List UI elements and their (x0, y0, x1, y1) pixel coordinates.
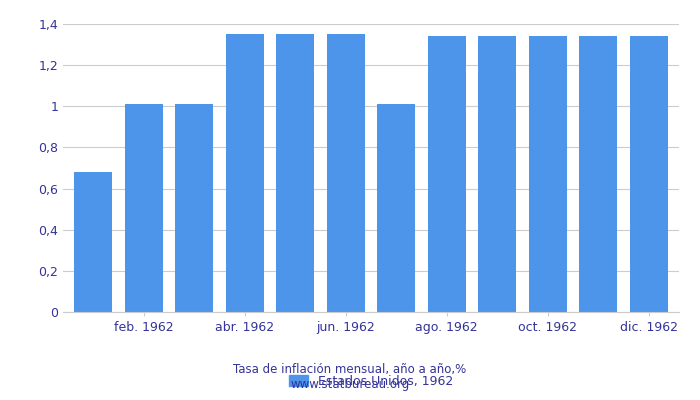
Bar (528, 36, 567, 312)
Bar (276, 34, 314, 312)
Text: www.statbureau.org: www.statbureau.org (290, 378, 410, 391)
Bar (428, 36, 466, 312)
Bar (226, 34, 264, 312)
Bar (580, 36, 617, 312)
Bar (125, 104, 162, 312)
Bar (175, 104, 214, 312)
Text: Tasa de inflación mensual, año a año,%: Tasa de inflación mensual, año a año,% (233, 364, 467, 376)
Bar (630, 36, 668, 312)
Bar (327, 34, 365, 312)
Bar (377, 104, 415, 312)
Bar (478, 36, 516, 312)
Bar (74, 172, 112, 312)
Legend: Estados Unidos, 1962: Estados Unidos, 1962 (284, 370, 458, 393)
